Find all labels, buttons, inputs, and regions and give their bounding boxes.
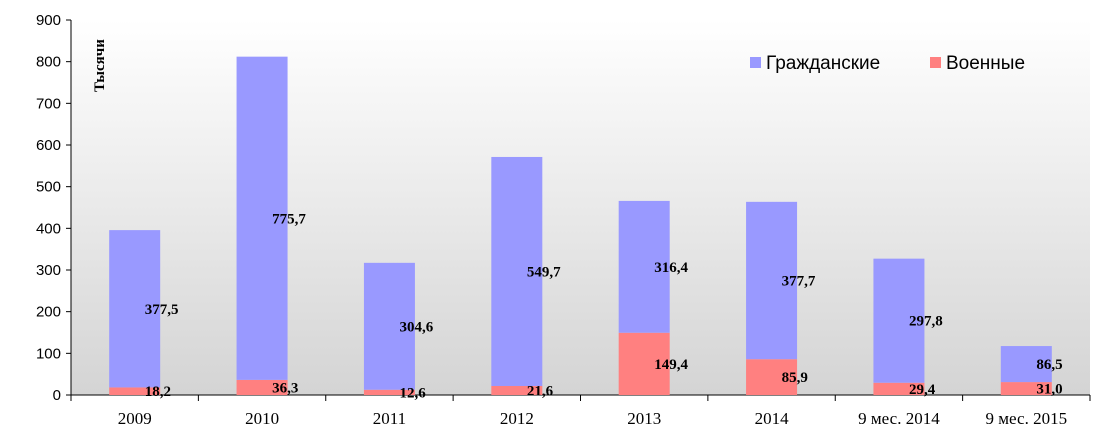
bars [109, 56, 1052, 395]
data-label: 377,5 [145, 302, 179, 318]
legend-label: Гражданские [766, 53, 880, 74]
bar-segment-military [109, 387, 161, 395]
bar-segment-military [491, 386, 543, 395]
y-axis-label: Тысячи [92, 39, 108, 92]
legend-swatch [750, 57, 761, 68]
bar-segment-military [1000, 382, 1052, 395]
legend-swatch [930, 57, 941, 68]
bar-segment-military [236, 379, 288, 395]
data-label: 12,6 [399, 385, 426, 401]
data-label: 316,4 [654, 260, 688, 276]
y-tick-label: 300 [36, 262, 61, 279]
data-label: 304,6 [399, 319, 433, 335]
bar-segment-military [618, 332, 670, 395]
y-tick-label: 500 [36, 179, 61, 196]
x-tick-label: 9 мес. 2015 [986, 409, 1068, 428]
x-tick-label: 2013 [627, 409, 661, 428]
bar-segment-civil [491, 156, 543, 386]
data-label: 31,0 [1036, 382, 1062, 398]
x-tick-label: 2014 [755, 409, 790, 428]
data-label: 85,9 [782, 370, 808, 386]
x-tick-label: 2009 [118, 409, 152, 428]
data-label: 549,7 [527, 264, 561, 280]
bar-segment-military [873, 382, 925, 395]
x-tick-label: 2010 [245, 409, 279, 428]
y-tick-label: 700 [36, 95, 61, 112]
bar-segment-civil [363, 262, 415, 390]
data-label: 775,7 [272, 211, 306, 227]
bar-segment-civil [873, 258, 925, 383]
y-tick-label: 200 [36, 304, 61, 321]
data-label: 21,6 [527, 384, 554, 400]
y-tick-label: 400 [36, 220, 61, 237]
y-tick-label: 0 [53, 387, 61, 404]
data-label: 29,4 [909, 382, 936, 398]
x-tick-label: 2012 [500, 409, 534, 428]
data-label: 36,3 [272, 380, 298, 396]
data-label: 297,8 [909, 314, 943, 330]
legend-label: Военные [946, 53, 1025, 74]
y-tick-label: 100 [36, 345, 61, 362]
data-label: 149,4 [654, 357, 688, 373]
plot-area [71, 20, 1090, 395]
data-label: 18,2 [145, 384, 171, 400]
y-axis: 0 100 200 300 400 500 600 700 800 900 [36, 12, 72, 404]
bar-segment-civil [746, 201, 798, 360]
bar-segment-civil [109, 230, 161, 388]
y-tick-label: 800 [36, 54, 61, 71]
data-label: 86,5 [1036, 357, 1062, 373]
x-axis: 2009 2010 2011 2012 2013 2014 9 мес. 2014 9 мес… [70, 394, 1091, 428]
y-tick-label: 900 [36, 12, 61, 29]
bar-segment-military [363, 389, 415, 395]
y-tick-label: 600 [36, 137, 61, 154]
x-tick-label: 9 мес. 2014 [858, 409, 940, 428]
x-tick-label: 2011 [373, 409, 406, 428]
data-label: 377,7 [782, 274, 816, 290]
data-labels: 18,2 377,5 36,3 775,7 12,6 304,6 21,6 549,7 149,… [145, 211, 1063, 401]
legend: Гражданские Военные [750, 53, 1025, 74]
bar-segment-civil [1000, 346, 1052, 383]
bar-segment-military [746, 359, 798, 395]
bar-segment-civil [618, 200, 670, 333]
bar-segment-civil [236, 56, 288, 380]
